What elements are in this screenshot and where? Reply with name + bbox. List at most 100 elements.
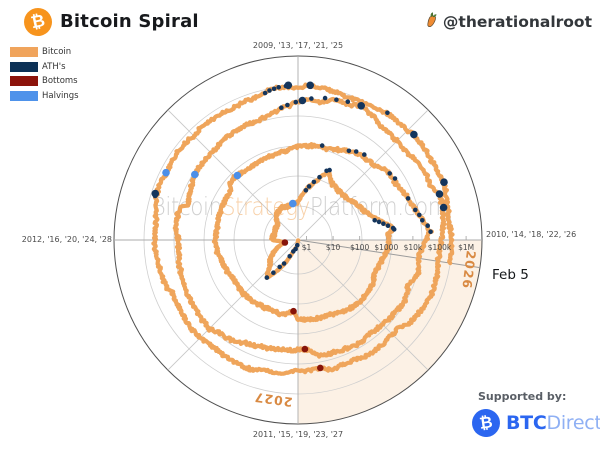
radial-tick-label: $1M	[458, 243, 474, 252]
legend-item-bottoms: Bottoms	[10, 74, 79, 89]
ath-dot	[271, 86, 277, 92]
ath-dot	[284, 81, 293, 90]
ath-dot	[151, 189, 160, 198]
legend-swatch-aths	[10, 61, 38, 72]
supported-by-label: Supported by:	[478, 390, 567, 403]
ath-dot	[276, 85, 282, 90]
legend-item-aths: ATH's	[10, 60, 79, 75]
legend-label: Halvings	[42, 90, 79, 101]
ath-dot	[334, 97, 339, 102]
ath-dot	[317, 174, 322, 180]
legend-item-bitcoin: Bitcoin	[10, 45, 79, 60]
future-year-2027-label: 2027	[253, 390, 294, 410]
bitcoin-price-spiral	[151, 82, 455, 376]
halving-dot	[289, 199, 297, 208]
author-handle: @therationalroot	[425, 11, 592, 33]
legend-swatch-bottoms	[10, 76, 38, 87]
ath-dot	[287, 253, 293, 259]
legend-label: ATH's	[42, 61, 66, 72]
carrot-icon	[425, 11, 439, 33]
page-title: Bitcoin Spiral	[60, 11, 199, 32]
legend: Bitcoin ATH's Bottoms Halvings	[10, 45, 79, 103]
ath-dot	[262, 90, 268, 96]
halving-dot	[233, 171, 242, 180]
ath-dot	[306, 81, 315, 90]
btcdirect-icon: ₿	[470, 407, 502, 439]
ath-dot	[417, 212, 422, 218]
year-label-right: 2010, '14, '18, '22, '26	[486, 230, 576, 239]
legend-swatch-bitcoin	[10, 47, 38, 58]
ath-dot	[440, 178, 448, 186]
legend-label: Bitcoin	[42, 47, 72, 58]
btcdirect-wordmark-light: Direct	[546, 412, 600, 434]
bottom-dot	[281, 239, 289, 246]
ath-dot	[306, 184, 312, 189]
radial-tick-label: $100	[350, 243, 369, 252]
radial-tick-label: $1000	[374, 243, 398, 252]
btcdirect-wordmark-bold: BTC	[506, 412, 547, 434]
ath-dot	[385, 110, 390, 116]
ath-dot	[271, 270, 276, 276]
ath-dot	[264, 275, 270, 280]
ath-dot	[385, 223, 391, 228]
ath-dot	[279, 105, 284, 110]
year-label-top: 2009, '13, '17, '21, '25	[253, 41, 343, 50]
ath-dot	[277, 264, 283, 270]
ath-dot	[428, 229, 433, 234]
btcdirect-logo: ₿ BTCDirect	[470, 407, 600, 439]
ath-dot	[376, 219, 382, 225]
ath-dot	[381, 221, 386, 226]
ath-dot	[362, 152, 367, 157]
ath-dot	[387, 171, 393, 176]
ath-dot	[439, 203, 448, 212]
ath-dot	[319, 143, 325, 148]
radial-tick-label: $10k	[404, 243, 423, 252]
bottom-dot	[317, 364, 324, 372]
ath-dot	[346, 148, 352, 154]
ath-dot	[309, 96, 314, 101]
legend-label: Bottoms	[42, 76, 78, 87]
halving-dot	[162, 168, 170, 177]
ath-dot	[372, 218, 378, 223]
bottom-dot	[301, 345, 309, 353]
current-date-label: Feb 5	[492, 267, 529, 283]
ath-dot	[285, 102, 290, 108]
future-year-2026-label: 2026	[459, 250, 479, 290]
ath-dot	[435, 190, 444, 198]
btcdirect-wordmark: BTCDirect	[506, 412, 600, 434]
ath-dot	[405, 196, 411, 201]
watermark: BitcoinStrategyPlatform.com	[152, 194, 449, 222]
author-handle-text: @therationalroot	[442, 13, 592, 31]
radial-tick-label: $10	[326, 243, 341, 252]
ath-dot	[391, 227, 397, 232]
ath-dot	[267, 88, 272, 93]
ath-dot	[410, 130, 418, 139]
ath-dot	[357, 102, 366, 110]
ath-dot	[311, 179, 317, 185]
ath-dot	[322, 95, 328, 101]
ath-dot	[281, 261, 287, 266]
axis-spoke	[299, 241, 429, 371]
radial-tick-label: $1	[302, 243, 312, 252]
ath-dot	[345, 99, 351, 104]
ath-dot	[303, 188, 309, 193]
ath-dot	[293, 99, 299, 105]
bottom-dot	[290, 307, 297, 315]
year-label-bottom: 2011, '15, '19, '23, '27	[253, 430, 343, 439]
year-label-left: 2012, '16, '20, '24, '28	[22, 235, 112, 244]
ath-dot	[420, 218, 425, 223]
radial-tick-label: $100k	[428, 243, 452, 252]
ath-dot	[413, 207, 418, 213]
legend-swatch-halvings	[10, 90, 38, 101]
ath-dot	[295, 242, 300, 248]
halving-dot	[191, 170, 199, 179]
ath-dot	[353, 149, 359, 154]
ath-dot	[291, 249, 296, 254]
ath-dot	[392, 176, 398, 181]
ath-dot	[327, 167, 332, 173]
axis-spoke	[167, 241, 297, 371]
legend-item-halvings: Halvings	[10, 89, 79, 104]
ath-dot	[298, 96, 307, 105]
